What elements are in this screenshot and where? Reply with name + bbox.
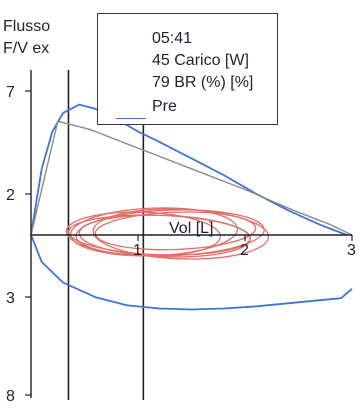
x-axis-label: Vol [L] xyxy=(169,220,213,237)
tidal-loop-4 xyxy=(75,209,265,257)
legend-load: 45 Carico [W] xyxy=(152,52,249,69)
tidal-loop-6 xyxy=(94,211,257,251)
y-axis-label-line1: Flusso xyxy=(3,18,51,35)
y-tick-label-8: 8 xyxy=(6,388,15,405)
series-line-inspiratory xyxy=(30,234,353,311)
y-tick-label-3: 3 xyxy=(6,290,15,307)
x-tick-label-3: 3 xyxy=(347,242,356,259)
series-line-predicted xyxy=(30,120,353,236)
series-line-expiratory xyxy=(30,103,348,236)
y-tick-label-7: 7 xyxy=(6,84,15,101)
x-tick-label-2: 2 xyxy=(240,242,249,259)
x-tick-label-1: 1 xyxy=(133,242,142,259)
legend-time: 05:41 xyxy=(152,30,193,47)
y-tick-label-2: 2 xyxy=(6,187,15,204)
y-axis-label-line2: F/V ex xyxy=(3,40,50,57)
legend-box: 05:41 45 Carico [W] 79 BR (%) [%] Pre xyxy=(97,13,278,125)
legend-br: 79 BR (%) [%] xyxy=(152,74,254,91)
legend-pre-label: Pre xyxy=(152,98,177,115)
legend-pre-line xyxy=(116,118,146,119)
tidal-loop-7 xyxy=(92,208,270,260)
tidal-loop-5 xyxy=(78,214,251,258)
